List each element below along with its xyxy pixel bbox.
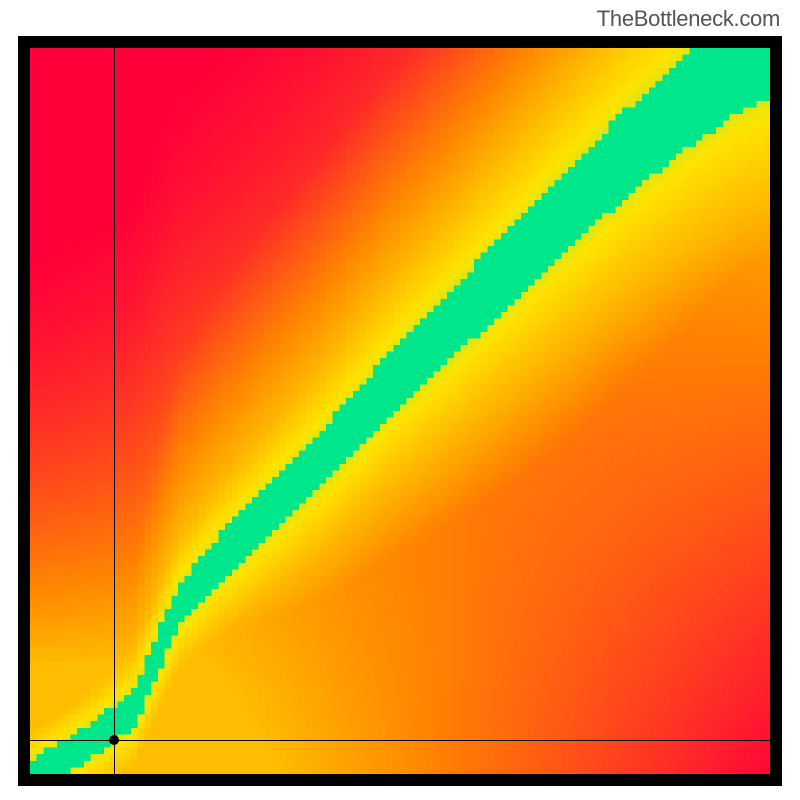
heatmap-canvas bbox=[30, 48, 770, 774]
plot-area bbox=[30, 48, 770, 774]
plot-frame bbox=[18, 36, 782, 786]
attribution-label: TheBottleneck.com bbox=[597, 6, 780, 32]
crosshair-vertical bbox=[114, 48, 115, 774]
crosshair-horizontal bbox=[30, 740, 770, 741]
crosshair-point bbox=[109, 735, 119, 745]
